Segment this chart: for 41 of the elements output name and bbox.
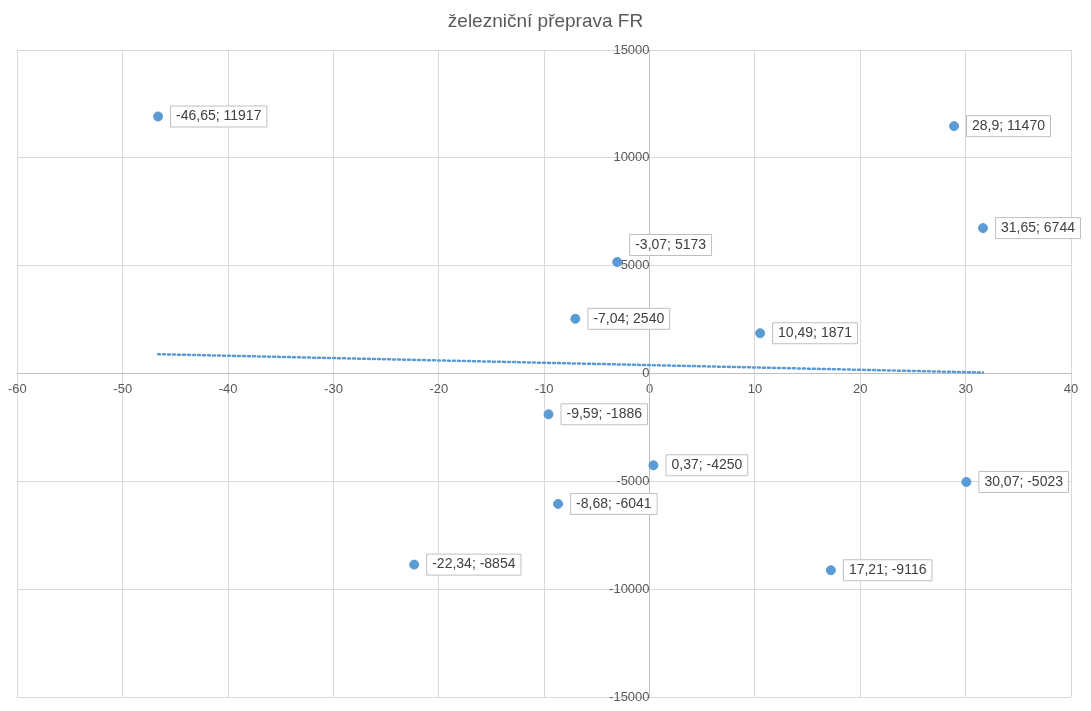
data-label: -46,65; 11917 xyxy=(176,107,262,124)
data-label: -8,68; -6041 xyxy=(576,494,652,511)
data-label: -22,34; -8854 xyxy=(432,555,516,572)
data-label: 28,9; 11470 xyxy=(972,117,1046,134)
x-tick-label: -10 xyxy=(534,380,554,396)
point xyxy=(949,121,960,132)
y-tick-label: 5000 xyxy=(620,257,650,273)
x-tick-label: 40 xyxy=(1063,380,1079,396)
point xyxy=(153,111,164,122)
x-tick-label: 30 xyxy=(958,380,973,396)
point xyxy=(553,498,564,509)
point xyxy=(570,313,581,324)
data-label: 30,07; -5023 xyxy=(984,472,1064,489)
point xyxy=(825,565,836,576)
x-tick-label: -50 xyxy=(113,380,133,396)
data-label: -3,07; 5173 xyxy=(635,235,707,252)
data-label: -7,04; 2540 xyxy=(593,309,665,326)
y-tick-label: -15000 xyxy=(609,688,650,704)
y-tick-label: -10000 xyxy=(609,580,650,596)
y-tick-label: 15000 xyxy=(613,41,650,57)
data-label: 10,49; 1871 xyxy=(778,324,853,341)
x-tick-label: -30 xyxy=(324,380,343,396)
chart-title: železniční přeprava FR xyxy=(446,10,645,32)
x-tick-label: 10 xyxy=(747,380,763,396)
y-tick-label: 10000 xyxy=(613,149,650,165)
y-tick-label: 0 xyxy=(642,365,650,381)
data-label: -9,59; -1886 xyxy=(566,405,643,422)
x-tick-label: -20 xyxy=(429,380,449,396)
y-tick-label: -5000 xyxy=(616,473,650,489)
data-label: 17,21; -9116 xyxy=(848,561,927,578)
data-label: 0,37; -4250 xyxy=(671,456,743,473)
x-tick-label: -60 xyxy=(8,380,27,396)
point xyxy=(543,409,554,420)
point xyxy=(978,223,989,234)
point xyxy=(961,476,972,487)
point xyxy=(409,559,420,570)
point xyxy=(755,328,766,339)
x-tick-label: 20 xyxy=(853,380,868,396)
data-label: 31,65; 6744 xyxy=(1001,218,1076,235)
point xyxy=(648,460,659,471)
x-tick-label: -40 xyxy=(218,380,238,396)
